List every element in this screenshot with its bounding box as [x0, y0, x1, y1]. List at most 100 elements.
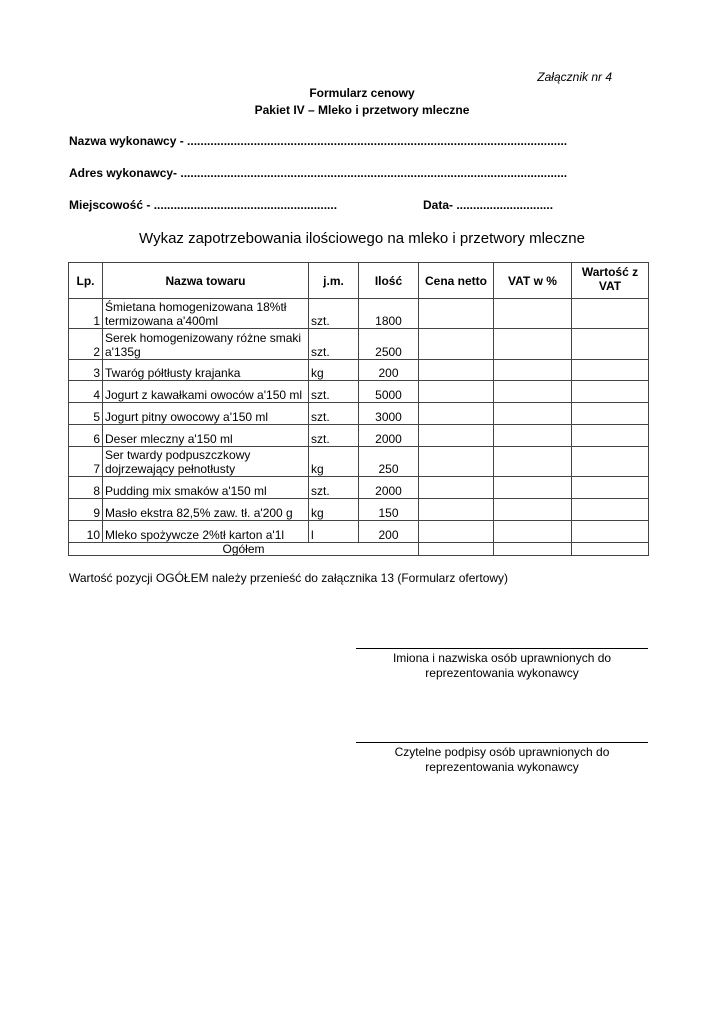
row-name: Jogurt pitny owocowy a'150 ml: [102, 402, 309, 425]
row-gross-value[interactable]: [571, 446, 649, 477]
signature-line-names: [356, 648, 648, 649]
row-vat[interactable]: [493, 424, 572, 447]
table-row: 4 Jogurt z kawałkami owoców a'150 ml szt. 5…: [68, 380, 649, 403]
row-unit: szt.: [308, 298, 359, 329]
signature-caption-names: Imiona i nazwiska osób uprawnionych do r…: [392, 651, 612, 680]
row-vat[interactable]: [493, 328, 572, 360]
row-qty: 200: [358, 520, 419, 543]
row-vat[interactable]: [493, 446, 572, 477]
total-net-price[interactable]: [418, 542, 494, 556]
row-gross-value[interactable]: [571, 424, 649, 447]
row-name: Jogurt z kawałkami owoców a'150 ml: [102, 380, 309, 403]
signature-line-signatures: [356, 742, 648, 743]
row-vat[interactable]: [493, 380, 572, 403]
row-unit: kg: [308, 446, 359, 477]
row-gross-value[interactable]: [571, 359, 649, 381]
row-vat[interactable]: [493, 402, 572, 425]
transfer-note: Wartość pozycji OGÓŁEM należy przenieść …: [69, 571, 509, 585]
row-name: Deser mleczny a'150 ml: [102, 424, 309, 447]
total-gross-value[interactable]: [571, 542, 649, 556]
row-gross-value[interactable]: [571, 498, 649, 521]
list-heading: Wykaz zapotrzebowania ilościowego na mle…: [139, 230, 585, 247]
row-net-price[interactable]: [418, 446, 494, 477]
contractor-name-field: Nazwa wykonawcy - ......................…: [69, 134, 568, 148]
row-unit: szt.: [308, 402, 359, 425]
total-row: Ogółem: [68, 542, 649, 556]
row-vat[interactable]: [493, 520, 572, 543]
header-lp: Lp.: [68, 262, 103, 299]
table-row: 2 Serek homogenizowany różne smaki a'135g…: [68, 328, 649, 360]
row-vat[interactable]: [493, 498, 572, 521]
row-name: Masło ekstra 82,5% zaw. tł. a'200 g: [102, 498, 309, 521]
row-lp: 8: [68, 476, 103, 499]
row-gross-value[interactable]: [571, 402, 649, 425]
row-gross-value[interactable]: [571, 476, 649, 499]
table-row: 3 Twaróg półtłusty krajanka kg 200: [68, 359, 649, 381]
price-table: Lp. Nazwa towaru j.m. Ilość Cena netto V…: [68, 262, 649, 556]
row-name: Śmietana homogenizowana 18%tł termizowan…: [102, 298, 309, 329]
total-vat[interactable]: [493, 542, 572, 556]
row-name: Ser twardy podpuszczkowy dojrzewający pe…: [102, 446, 309, 477]
contractor-address-field: Adres wykonawcy- .......................…: [69, 166, 568, 180]
row-gross-value[interactable]: [571, 328, 649, 360]
row-unit: szt.: [308, 424, 359, 447]
row-name: Mleko spożywcze 2%tł karton a'1l: [102, 520, 309, 543]
table-row: 6 Deser mleczny a'150 ml szt. 2000: [68, 424, 649, 447]
row-net-price[interactable]: [418, 359, 494, 381]
row-qty: 1800: [358, 298, 419, 329]
row-vat[interactable]: [493, 476, 572, 499]
row-name: Twaróg półtłusty krajanka: [102, 359, 309, 381]
row-gross-value[interactable]: [571, 298, 649, 329]
row-name: Serek homogenizowany różne smaki a'135g: [102, 328, 309, 360]
row-lp: 6: [68, 424, 103, 447]
row-unit: szt.: [308, 380, 359, 403]
row-qty: 150: [358, 498, 419, 521]
table-row: 5 Jogurt pitny owocowy a'150 ml szt. 3000: [68, 402, 649, 425]
row-net-price[interactable]: [418, 328, 494, 360]
annex-label: Załącznik nr 4: [537, 70, 612, 84]
place-field: Miejscowość - ..........................…: [69, 198, 338, 212]
header-vat: VAT w %: [493, 262, 572, 299]
row-net-price[interactable]: [418, 402, 494, 425]
header-net-price: Cena netto: [418, 262, 494, 299]
row-unit: szt.: [308, 328, 359, 360]
row-qty: 2500: [358, 328, 419, 360]
row-unit: l: [308, 520, 359, 543]
row-lp: 1: [68, 298, 103, 329]
row-net-price[interactable]: [418, 476, 494, 499]
row-net-price[interactable]: [418, 380, 494, 403]
row-lp: 5: [68, 402, 103, 425]
row-qty: 3000: [358, 402, 419, 425]
date-field: Data- .............................: [423, 198, 554, 212]
table-row: 9 Masło ekstra 82,5% zaw. tł. a'200 g kg 15…: [68, 498, 649, 521]
form-title: Formularz cenowy: [309, 86, 415, 100]
table-row: 1 Śmietana homogenizowana 18%tł termizowa…: [68, 298, 649, 329]
row-gross-value[interactable]: [571, 520, 649, 543]
row-lp: 3: [68, 359, 103, 381]
table-header-row: Lp. Nazwa towaru j.m. Ilość Cena netto V…: [68, 262, 649, 299]
row-lp: 2: [68, 328, 103, 360]
row-gross-value[interactable]: [571, 380, 649, 403]
row-net-price[interactable]: [418, 498, 494, 521]
header-unit: j.m.: [308, 262, 359, 299]
header-gross-value: Wartość z VAT: [571, 262, 649, 299]
row-qty: 250: [358, 446, 419, 477]
row-qty: 2000: [358, 424, 419, 447]
row-unit: szt.: [308, 476, 359, 499]
row-lp: 9: [68, 498, 103, 521]
total-label: Ogółem: [68, 542, 419, 556]
row-net-price[interactable]: [418, 520, 494, 543]
header-name: Nazwa towaru: [102, 262, 309, 299]
row-name: Pudding mix smaków a'150 ml: [102, 476, 309, 499]
row-qty: 200: [358, 359, 419, 381]
row-vat[interactable]: [493, 359, 572, 381]
table-row: 10 Mleko spożywcze 2%tł karton a'1l l 200: [68, 520, 649, 543]
table-row: 8 Pudding mix smaków a'150 ml szt. 2000: [68, 476, 649, 499]
row-lp: 7: [68, 446, 103, 477]
row-vat[interactable]: [493, 298, 572, 329]
row-net-price[interactable]: [418, 298, 494, 329]
row-qty: 5000: [358, 380, 419, 403]
row-net-price[interactable]: [418, 424, 494, 447]
row-qty: 2000: [358, 476, 419, 499]
table-row: 7 Ser twardy podpuszczkowy dojrzewający p…: [68, 446, 649, 477]
